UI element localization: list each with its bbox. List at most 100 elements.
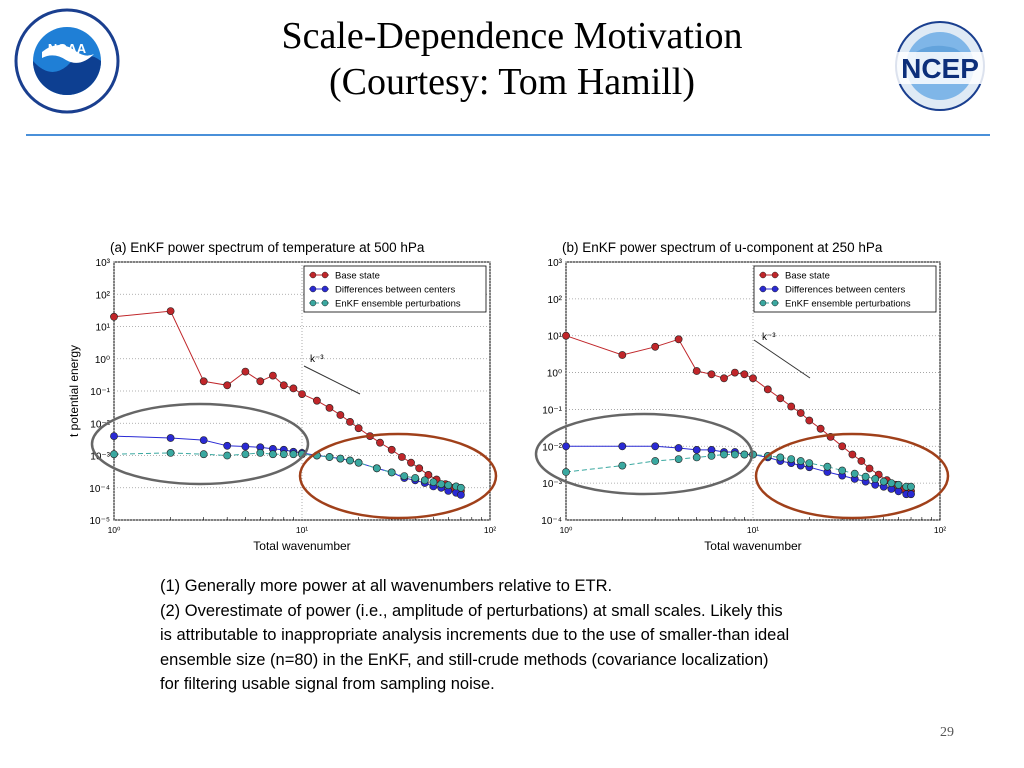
note-line: (2) Overestimate of power (i.e., amplitu… (160, 601, 783, 620)
chart-svg: (a) EnKF power spectrum of temperature a… (67, 240, 498, 553)
data-point-base_state (707, 370, 716, 379)
data-point-base_state (325, 403, 334, 412)
data-point-perturbations (562, 468, 570, 476)
data-point-base_state (674, 335, 683, 344)
y-tick-label: 10⁰ (547, 369, 562, 380)
y-tick-label: 10⁻³ (90, 452, 110, 463)
y-tick-label: 10⁻¹ (542, 405, 562, 416)
data-point-base_state (796, 409, 805, 417)
legend-swatch-marker (759, 271, 767, 279)
x-tick-label: 10² (934, 525, 946, 535)
data-point-perturbations (420, 476, 429, 485)
legend-swatch-marker (321, 271, 329, 279)
data-point-base_state (166, 307, 175, 315)
legend-swatch-marker (321, 299, 329, 307)
slope-reference-line (303, 365, 361, 395)
data-point-perturbations (776, 453, 785, 462)
data-point-perturbations (907, 482, 915, 491)
ncep-logo: NCEP (872, 14, 1008, 114)
note-line: (1) Generally more power at all wavenumb… (160, 577, 613, 595)
note-line: is attributable to inappropriate analysi… (160, 626, 790, 644)
x-tick-label: 10² (484, 525, 496, 535)
data-point-base_state (740, 370, 749, 379)
data-point-differences (651, 442, 660, 451)
legend-swatch-marker (759, 299, 767, 307)
data-point-base_state (562, 331, 570, 340)
y-tick-label: 10⁻⁵ (89, 516, 110, 527)
data-point-perturbations (651, 457, 660, 465)
highlight-ellipse (90, 402, 310, 486)
data-point-perturbations (110, 450, 118, 459)
y-tick-label: 10⁻² (542, 442, 562, 453)
data-point-base_state (848, 450, 857, 459)
chart-title: (a) EnKF power spectrum of temperature a… (110, 240, 425, 255)
data-point-differences (223, 441, 232, 450)
notes-block: (1) Generally more power at all wavenumb… (160, 574, 940, 697)
note-line: ensemble size (n=80) in the EnKF, and st… (160, 650, 769, 669)
data-point-base_state (376, 438, 384, 447)
y-tick-label: 10³ (548, 258, 563, 269)
data-point-perturbations (325, 453, 334, 461)
data-point-perturbations (411, 474, 420, 482)
data-point-perturbations (387, 468, 396, 477)
data-point-perturbations (241, 450, 250, 459)
data-point-perturbations (707, 451, 716, 460)
page-number: 29 (940, 725, 954, 740)
data-point-differences (456, 490, 465, 499)
legend-swatch-marker (771, 285, 779, 293)
data-point-perturbations (894, 480, 903, 489)
data-point-base_state (763, 385, 772, 394)
data-point-base_state (776, 394, 785, 403)
data-point-base_state (312, 396, 321, 405)
chart-svg: (b) EnKF power spectrum of u-component a… (534, 240, 950, 553)
data-point-perturbations (674, 455, 683, 463)
data-point-perturbations (256, 448, 265, 457)
slide-title-line-2: (Courtesy: Tom Hamill) (328, 61, 696, 103)
legend-box (303, 265, 487, 313)
data-point-base_state (787, 402, 796, 411)
data-point-base_state (387, 445, 396, 454)
legend-swatch-marker (771, 299, 779, 307)
data-point-perturbations (199, 450, 208, 459)
data-point-perturbations (879, 477, 888, 486)
noaa-logo: NOAA (14, 8, 120, 114)
y-tick-label: 10⁻³ (542, 479, 562, 490)
note-line: for filtering usable signal from samplin… (160, 675, 495, 693)
data-point-differences (166, 434, 175, 442)
data-point-perturbations (400, 472, 409, 480)
legend-box (753, 265, 937, 313)
data-point-perturbations (618, 461, 627, 470)
data-point-base_state (857, 457, 866, 465)
data-point-base_state (424, 470, 433, 479)
y-tick-label: 10⁻¹ (90, 387, 110, 398)
legend-label: EnKF ensemble perturbations (785, 299, 911, 310)
data-point-base_state (223, 381, 232, 390)
legend-swatch-marker (771, 271, 779, 279)
data-point-perturbations (223, 451, 232, 460)
x-tick-label: 10¹ (296, 525, 308, 535)
data-point-perturbations (805, 459, 814, 467)
data-point-base_state (256, 377, 265, 386)
data-point-differences (562, 442, 570, 451)
legend-swatch-marker (321, 285, 329, 293)
data-point-differences (199, 436, 208, 444)
data-point-differences (907, 490, 915, 499)
y-tick-label: 10¹ (548, 332, 563, 343)
data-point-perturbations (740, 450, 749, 459)
x-tick-label: 10⁰ (108, 525, 121, 535)
slope-annotation: k⁻³ (310, 354, 324, 365)
legend-label: Base state (335, 271, 380, 282)
slope-reference-line (753, 339, 811, 379)
chart-u-component-spectrum: (b) EnKF power spectrum of u-component a… (520, 236, 960, 556)
data-point-base_state (289, 384, 298, 393)
data-point-perturbations (268, 450, 277, 459)
data-point-perturbations (289, 450, 298, 459)
data-point-perturbations (720, 450, 728, 459)
data-point-base_state (354, 424, 363, 433)
ncep-logo-text: NCEP (901, 53, 979, 84)
data-point-perturbations (796, 457, 805, 465)
legend-label: Differences between centers (335, 285, 455, 296)
y-tick-label: 10¹ (96, 323, 111, 334)
data-point-base_state (805, 416, 814, 425)
legend-label: EnKF ensemble perturbations (335, 299, 461, 310)
